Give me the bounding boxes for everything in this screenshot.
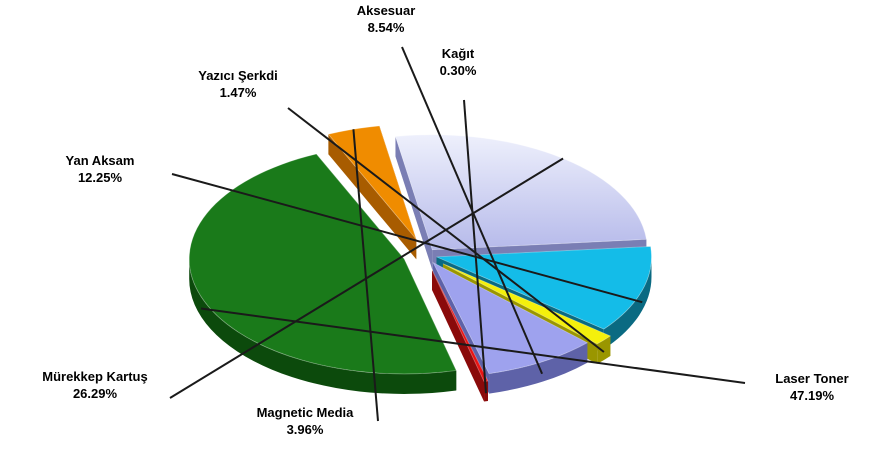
- slice-value-label: 47.19%: [790, 388, 835, 403]
- leader-line: [200, 307, 746, 384]
- slice-category-label: Mürekkep Kartuş: [42, 369, 147, 384]
- slice-category-label: Kağıt: [442, 46, 475, 61]
- slice-category-label: Aksesuar: [357, 3, 416, 18]
- pie-slice-m-rekkep-kartu-: [394, 134, 647, 251]
- slice-side: [489, 342, 588, 394]
- slice-labels: Laser Toner 47.19% Magnetic Media 3.96% Müre…: [42, 3, 848, 437]
- slice-side: [189, 258, 457, 394]
- slice-category-label: Yazıcı Şerkdi: [198, 68, 278, 83]
- slice-value-label: 1.47%: [220, 85, 257, 100]
- slice-category-label: Magnetic Media: [257, 405, 355, 420]
- leader-line: [352, 129, 379, 422]
- slice-value-label: 8.54%: [368, 20, 405, 35]
- leader-line: [169, 157, 564, 399]
- slice-category-label: Yan Aksam: [66, 153, 135, 168]
- slice-value-label: 3.96%: [287, 422, 324, 437]
- leader-line: [287, 107, 605, 353]
- leader-line: [171, 173, 643, 304]
- slice-value-label: 12.25%: [78, 170, 123, 185]
- pie-slice-yan-aksam: [436, 246, 652, 330]
- slice-cut-face: [432, 269, 485, 402]
- slice-value-label: 26.29%: [73, 386, 118, 401]
- slice-value-label: 0.30%: [440, 63, 477, 78]
- leader-lines: [169, 46, 746, 422]
- slice-category-label: Laser Toner: [775, 371, 848, 386]
- pie-slice-laser-toner: [188, 153, 457, 375]
- slice-cut-face: [328, 134, 417, 260]
- slice-side: [603, 256, 652, 350]
- slice-cut-face: [395, 136, 433, 270]
- slice-side: [597, 335, 611, 364]
- leader-line: [463, 99, 488, 394]
- pie-slice-aksesuar: [432, 261, 589, 375]
